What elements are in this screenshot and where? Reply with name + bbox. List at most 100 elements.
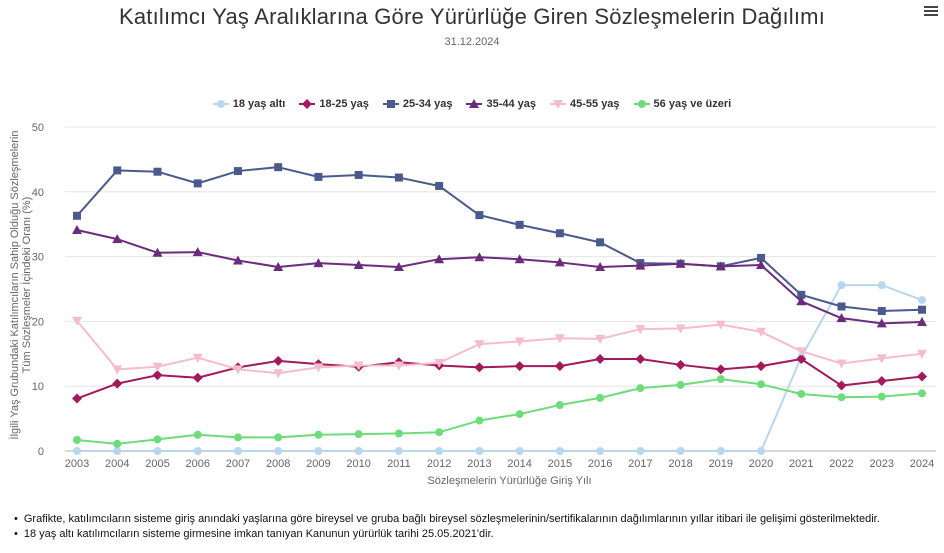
data-point: [554, 334, 565, 344]
legend-item[interactable]: 56 yaş ve üzeri: [633, 98, 731, 110]
series-line-0: [77, 284, 923, 452]
x-axis-title: Sözleşmelerin Yürürlüğe Giriş Yılı: [427, 475, 591, 487]
x-tick-label: 2019: [709, 458, 733, 470]
legend-label: 18-25 yaş: [319, 98, 369, 110]
series-line-1: [76, 357, 923, 400]
data-point: [836, 380, 847, 391]
data-point: [112, 365, 123, 375]
data-point: [394, 429, 403, 438]
series-line-5: [76, 378, 923, 445]
data-point: [515, 220, 524, 229]
data-point: [152, 362, 163, 372]
data-point: [716, 447, 725, 455]
data-point: [635, 353, 646, 364]
data-point: [675, 324, 686, 334]
data-point: [555, 447, 564, 455]
data-point: [515, 410, 524, 419]
data-point: [435, 181, 444, 190]
y-tick-label: 20: [32, 316, 44, 328]
data-point: [756, 361, 767, 372]
data-point: [233, 433, 242, 442]
data-point: [73, 435, 81, 444]
data-point: [354, 170, 363, 179]
chart-notes: Grafikte, katılımcıların sisteme giriş a…: [14, 512, 880, 542]
x-tick-label: 2004: [105, 458, 129, 470]
data-point: [112, 378, 123, 389]
data-point: [152, 247, 163, 257]
data-point: [917, 317, 927, 327]
data-point: [233, 447, 242, 455]
data-point: [474, 362, 485, 373]
hamburger-menu-icon[interactable]: [924, 4, 938, 18]
data-point: [918, 296, 926, 305]
data-point: [596, 238, 605, 247]
line-chart: 0 10 20 30 40 50 2003 2004 2005 2006 2007 2008 2009 2…: [8, 122, 936, 487]
data-point: [393, 361, 404, 371]
data-point: [274, 163, 283, 172]
data-point: [796, 353, 807, 364]
data-point: [232, 365, 243, 375]
data-point: [434, 254, 445, 264]
legend-symbol: [637, 100, 646, 108]
data-point: [193, 179, 202, 188]
x-tick-label: 2007: [226, 458, 250, 470]
x-tick-label: 2018: [668, 458, 692, 470]
data-point: [716, 375, 725, 384]
data-point: [554, 257, 565, 267]
data-point: [876, 318, 887, 328]
data-point: [314, 430, 323, 439]
data-point: [153, 167, 162, 176]
legend-item[interactable]: 18-25 yaş: [299, 98, 369, 110]
data-point: [715, 364, 726, 375]
series-line-3: [76, 229, 923, 325]
data-point: [514, 254, 525, 264]
data-point: [595, 261, 606, 271]
data-point: [354, 430, 363, 439]
x-tick-label: 2023: [870, 458, 894, 470]
data-point: [233, 167, 242, 176]
data-point: [353, 260, 364, 270]
data-point: [273, 261, 284, 271]
x-tick-label: 2021: [789, 458, 813, 470]
data-point: [555, 229, 564, 238]
legend-symbol: [553, 100, 563, 109]
data-point: [555, 400, 564, 409]
data-point: [393, 261, 404, 271]
y-tick-label: 50: [32, 122, 44, 134]
data-point: [435, 428, 444, 437]
x-tick-label: 2006: [185, 458, 209, 470]
x-tick-label: 2003: [65, 458, 89, 470]
data-point: [675, 258, 686, 268]
data-point: [474, 252, 485, 262]
data-point: [475, 447, 484, 455]
data-point: [475, 211, 484, 220]
data-point: [514, 361, 525, 372]
data-point: [596, 447, 605, 455]
data-point: [153, 447, 162, 455]
y-tick-label: 0: [38, 446, 44, 458]
data-point: [796, 296, 807, 306]
data-point: [918, 305, 926, 314]
data-point: [595, 353, 606, 364]
data-point: [635, 325, 646, 335]
legend-label: 18 yaş altı: [232, 98, 286, 110]
legend-label: 35-44 yaş: [486, 98, 536, 110]
data-point: [877, 307, 886, 316]
data-point: [756, 327, 767, 337]
legend-item[interactable]: 18 yaş altı: [212, 98, 286, 110]
data-point: [73, 211, 81, 220]
data-point: [917, 371, 927, 382]
data-point: [313, 258, 324, 268]
y-tick-label: 40: [32, 187, 44, 199]
data-point: [474, 340, 485, 350]
legend-item[interactable]: 25-34 yaş: [382, 98, 452, 110]
data-point: [434, 358, 445, 368]
note-item: 18 yaş altı katılımcıların sisteme girme…: [14, 527, 880, 542]
data-point: [515, 447, 524, 455]
legend-marker-icon: [299, 99, 316, 109]
y-tick-label: 10: [32, 381, 44, 393]
x-tick-label: 2005: [145, 458, 169, 470]
legend-item[interactable]: 35-44 yaş: [466, 98, 536, 110]
x-tick-label: 2012: [427, 458, 451, 470]
legend-item[interactable]: 45-55 yaş: [550, 98, 620, 110]
